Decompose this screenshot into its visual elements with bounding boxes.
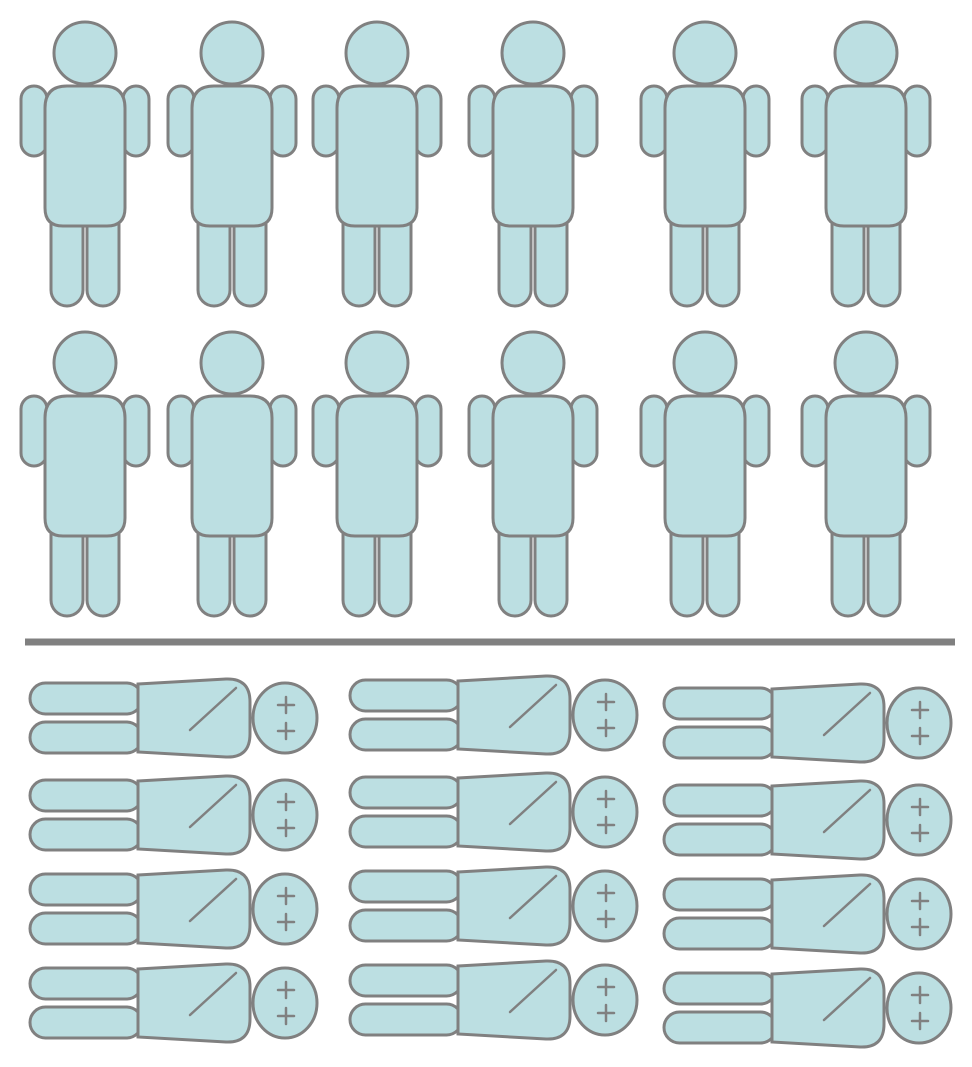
standing-person-icon xyxy=(641,332,769,616)
lying-deceased-person-icon xyxy=(350,773,637,851)
lying-deceased-person-icon xyxy=(30,776,317,854)
standing-person-icon xyxy=(21,332,149,616)
lying-people-group xyxy=(30,676,951,1047)
standing-person-icon xyxy=(802,22,930,306)
standing-person-icon xyxy=(168,22,296,306)
lying-deceased-person-icon xyxy=(350,676,637,754)
lying-deceased-person-icon xyxy=(350,961,637,1039)
standing-people-group xyxy=(21,22,930,616)
standing-person-icon xyxy=(802,332,930,616)
lying-deceased-person-icon xyxy=(664,781,951,859)
lying-deceased-person-icon xyxy=(30,964,317,1042)
standing-person-icon xyxy=(313,22,441,306)
lying-deceased-person-icon xyxy=(664,969,951,1047)
standing-person-icon xyxy=(469,332,597,616)
standing-person-icon xyxy=(469,22,597,306)
lying-deceased-person-icon xyxy=(350,867,637,945)
standing-person-icon xyxy=(168,332,296,616)
standing-person-icon xyxy=(641,22,769,306)
lying-deceased-person-icon xyxy=(30,679,317,757)
lying-deceased-person-icon xyxy=(30,870,317,948)
lying-deceased-person-icon xyxy=(664,684,951,762)
standing-person-icon xyxy=(21,22,149,306)
lying-deceased-person-icon xyxy=(664,875,951,953)
standing-person-icon xyxy=(313,332,441,616)
